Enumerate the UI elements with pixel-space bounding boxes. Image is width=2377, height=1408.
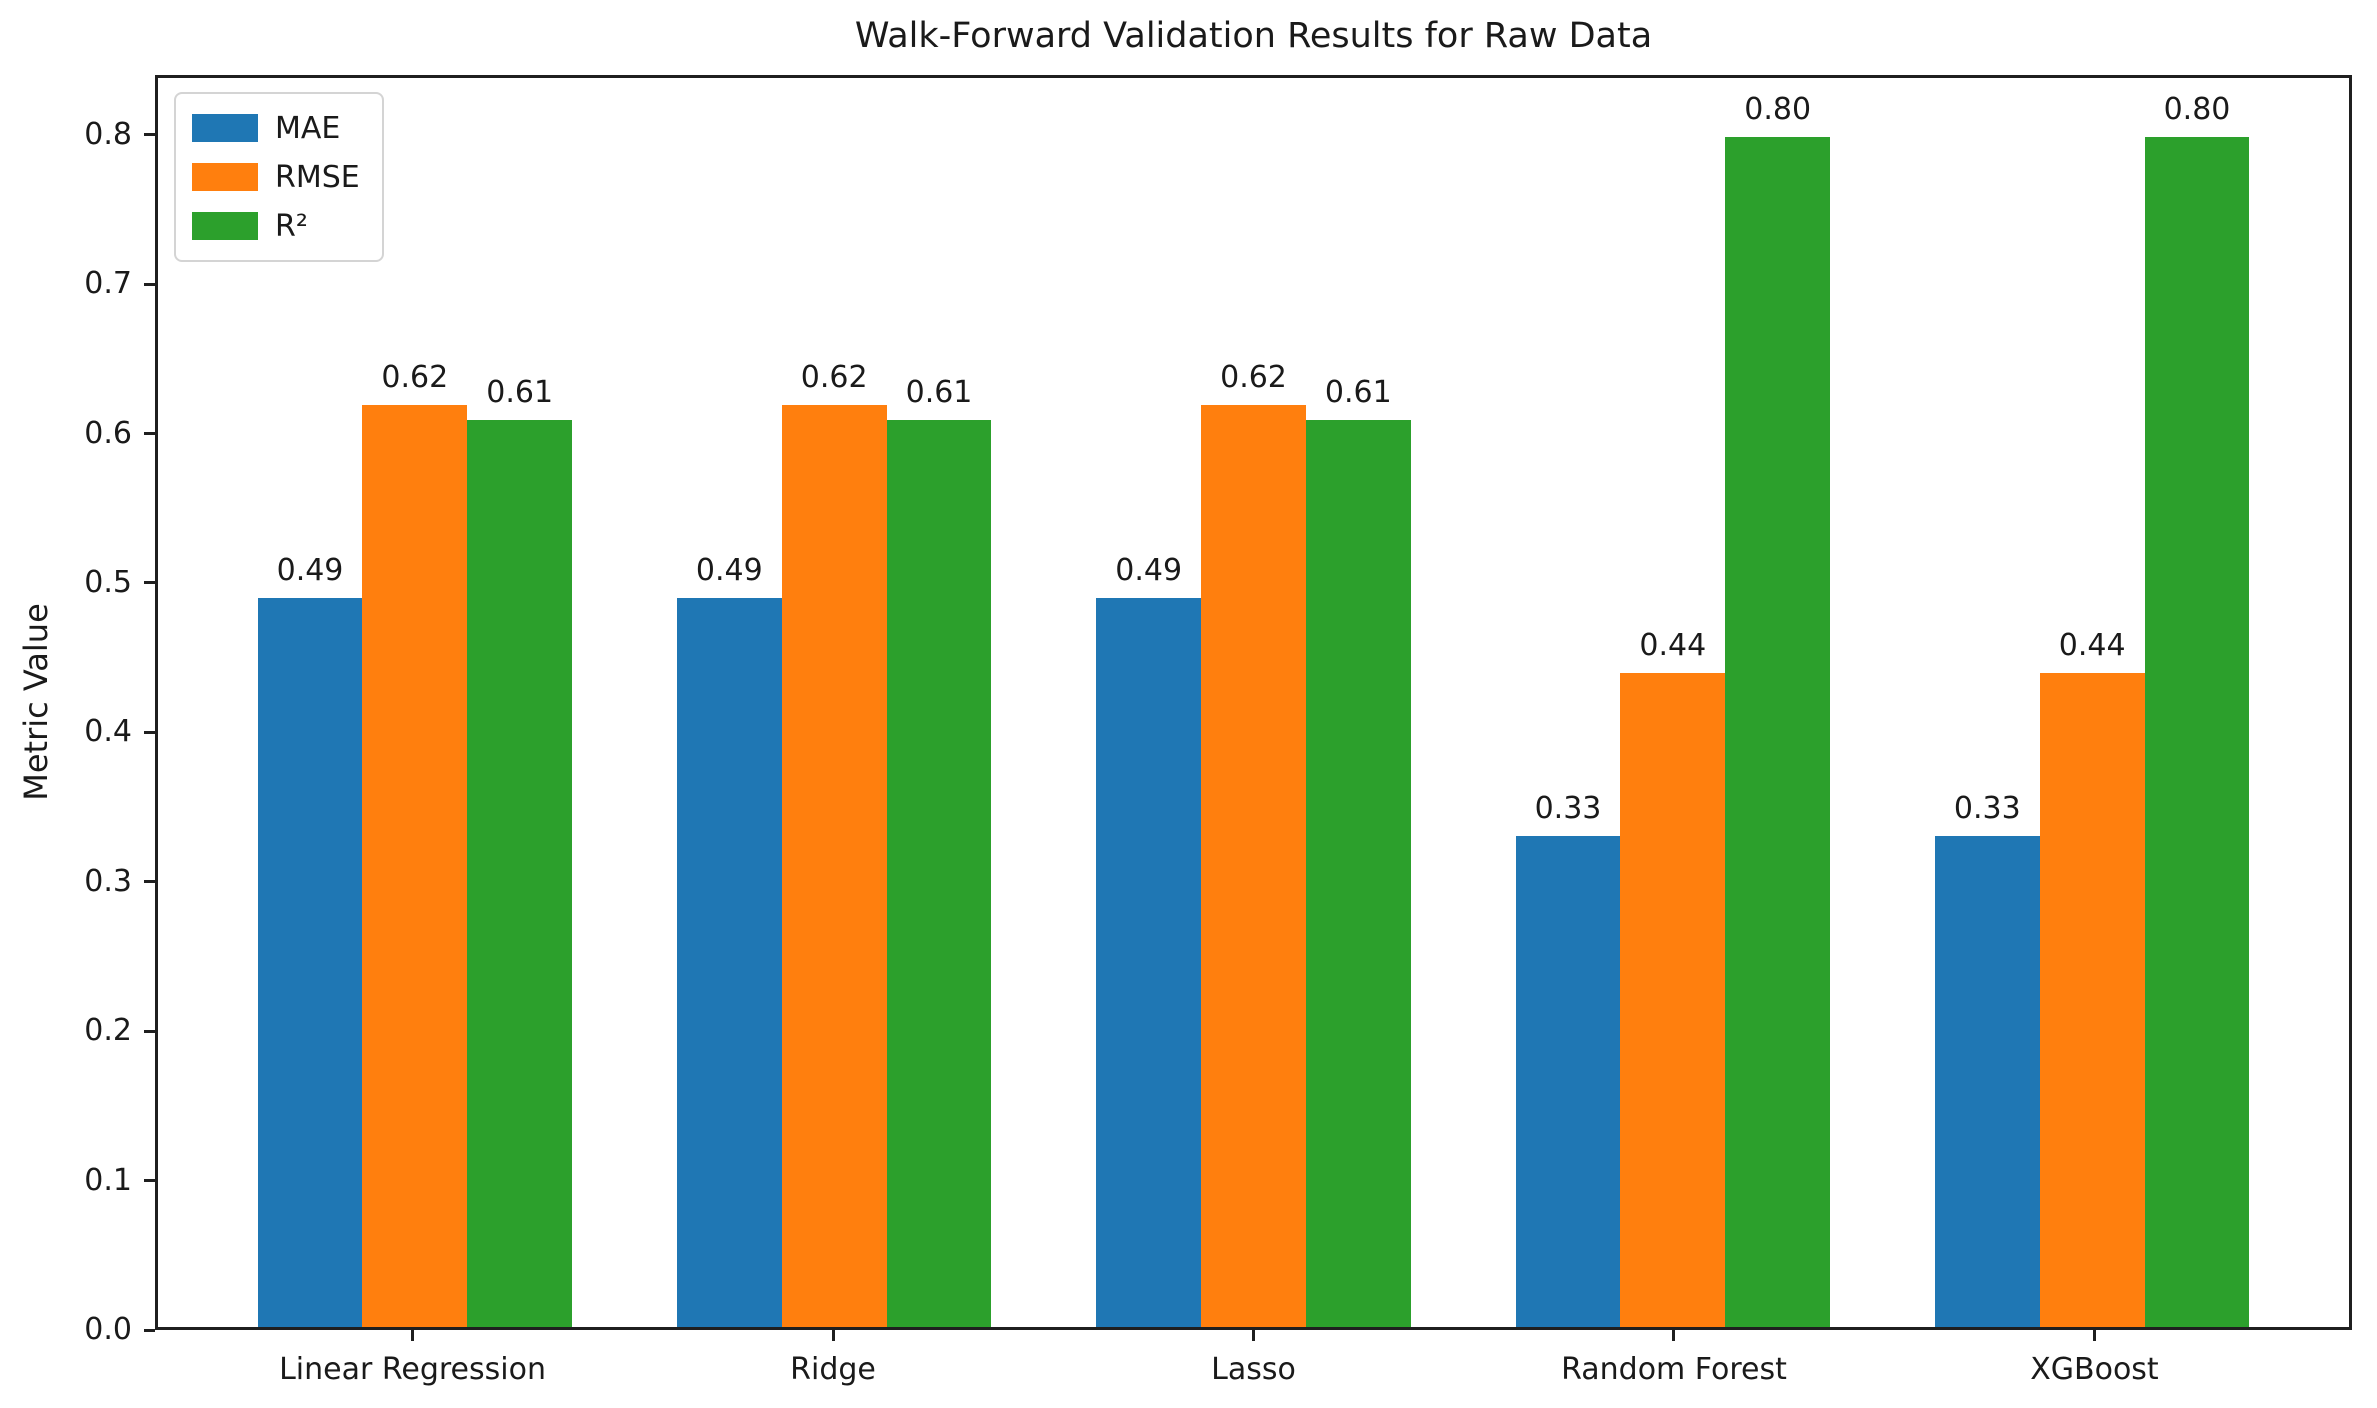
y-tick-mark [144, 432, 155, 436]
y-tick-label: 0.4 [84, 714, 132, 750]
bar-MAE-Random Forest [1515, 836, 1621, 1327]
bar-value-label: 0.49 [276, 553, 344, 589]
x-tick-label-Lasso: Lasso [1211, 1352, 1296, 1387]
y-tick-mark [144, 880, 155, 884]
bar-MAE-Lasso [1096, 598, 1202, 1327]
bar-value-label: 0.61 [1324, 375, 1392, 410]
bar-value-label: 0.44 [1639, 627, 1707, 663]
bar-value-label: 0.33 [1534, 791, 1602, 827]
x-tick-label-Linear Regression: Linear Regression [279, 1352, 546, 1387]
legend-swatch-icon [192, 212, 258, 240]
bar-MAE-XGBoost [1934, 836, 2040, 1327]
y-tick-label: 0.6 [84, 415, 132, 451]
bar-RMSE-Lasso [1201, 405, 1306, 1327]
y-tick-mark [144, 1179, 155, 1183]
bar-value-label: 0.80 [1744, 92, 1812, 128]
x-tick-label-Random Forest: Random Forest [1561, 1352, 1787, 1387]
bar-RMSE-Random Forest [1620, 672, 1726, 1327]
legend-swatch-icon [192, 163, 258, 191]
y-tick-label: 0.1 [84, 1162, 132, 1198]
bar-value-label: 0.49 [1115, 553, 1183, 589]
x-tick-mark [1672, 1330, 1676, 1341]
legend-label: RMSE [275, 159, 360, 195]
bar-RMSE-Ridge [781, 405, 887, 1327]
bar-value-label: 0.62 [381, 360, 449, 396]
y-tick-mark [144, 581, 155, 585]
legend-entry-R²: R² [192, 206, 360, 246]
y-tick-mark [144, 730, 155, 734]
chart-title: Walk-Forward Validation Results for Raw … [854, 16, 1653, 56]
y-tick-label: 0.3 [84, 863, 132, 899]
x-tick-mark [411, 1330, 415, 1341]
y-tick-label: 0.2 [84, 1013, 132, 1049]
bars-container: 0.49 0.62 0.61 0.49 0.62 0.61 0.49 0.62 0.61 0.33… [158, 78, 2349, 1327]
plot-area: 0.49 0.62 0.61 0.49 0.62 0.61 0.49 0.62 0.61 0.33… [155, 75, 2352, 1330]
legend-swatch-icon [192, 114, 258, 142]
y-tick-mark [144, 1029, 155, 1033]
legend-label: MAE [275, 110, 341, 146]
bar-R²-Linear Regression [467, 420, 573, 1327]
legend-label: R² [275, 208, 308, 244]
x-tick-mark [831, 1330, 835, 1341]
x-tick-label-Ridge: Ridge [790, 1352, 876, 1387]
y-tick-mark [144, 282, 155, 286]
bar-value-label: 0.62 [1220, 360, 1287, 396]
y-tick-mark [144, 133, 155, 137]
bar-value-label: 0.62 [800, 360, 868, 396]
y-tick-label: 0.8 [84, 116, 132, 152]
bar-R²-Ridge [886, 420, 992, 1327]
bar-R²-Lasso [1305, 420, 1411, 1327]
bar-value-label: 0.61 [905, 375, 973, 410]
y-tick-label: 0.7 [84, 266, 132, 302]
y-axis-label: Metric Value [17, 603, 55, 801]
x-tick-mark [2092, 1330, 2096, 1341]
legend-entry-RMSE: RMSE [192, 157, 360, 197]
bar-value-label: 0.80 [2163, 92, 2231, 128]
bar-RMSE-XGBoost [2039, 672, 2145, 1327]
bar-R²-Random Forest [1725, 137, 1831, 1327]
bar-value-label: 0.49 [695, 553, 763, 589]
y-tick-label: 0.0 [84, 1312, 132, 1347]
x-tick-mark [1252, 1330, 1255, 1341]
bar-value-label: 0.33 [1953, 791, 2021, 827]
x-tick-label-XGBoost: XGBoost [2030, 1352, 2159, 1387]
bar-value-label: 0.44 [2058, 627, 2126, 663]
bar-R²-XGBoost [2144, 137, 2250, 1327]
legend: MAE RMSE R² [174, 92, 384, 262]
legend-entry-MAE: MAE [192, 108, 360, 148]
bar-MAE-Linear Regression [257, 598, 363, 1327]
bar-value-label: 0.61 [486, 375, 554, 410]
bar-RMSE-Linear Regression [362, 405, 468, 1327]
bar-MAE-Ridge [676, 598, 782, 1327]
y-tick-mark [144, 1328, 155, 1332]
y-tick-label: 0.5 [84, 564, 132, 600]
